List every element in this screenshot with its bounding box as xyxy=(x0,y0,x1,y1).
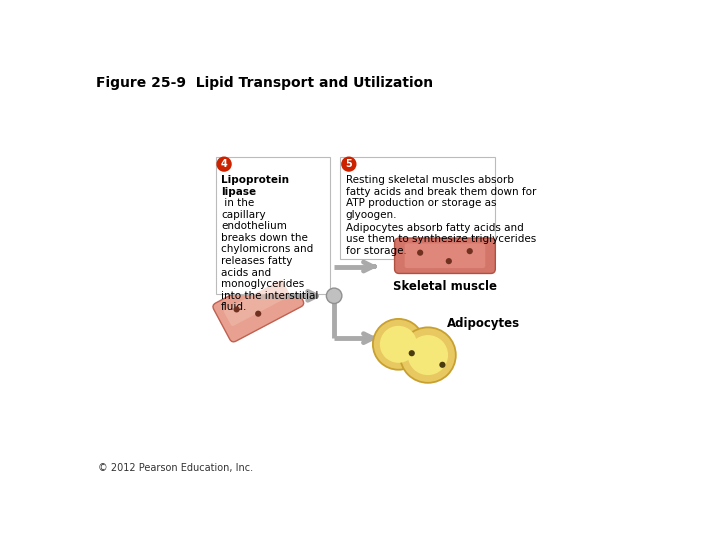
Circle shape xyxy=(446,258,452,264)
Text: Figure 25-9  Lipid Transport and Utilization: Figure 25-9 Lipid Transport and Utilizat… xyxy=(96,76,433,90)
Circle shape xyxy=(400,327,456,383)
Text: 4: 4 xyxy=(221,159,228,169)
FancyBboxPatch shape xyxy=(341,157,495,259)
Circle shape xyxy=(217,157,231,171)
FancyBboxPatch shape xyxy=(395,238,495,273)
Text: 5: 5 xyxy=(346,159,352,169)
Text: Lipoprotein
lipase: Lipoprotein lipase xyxy=(221,175,289,197)
FancyBboxPatch shape xyxy=(405,244,485,268)
Circle shape xyxy=(408,335,448,375)
Text: Resting skeletal muscles absorb
fatty acids and break them down for
ATP producti: Resting skeletal muscles absorb fatty ac… xyxy=(346,175,536,220)
Circle shape xyxy=(467,248,473,254)
Circle shape xyxy=(417,249,423,256)
Circle shape xyxy=(439,362,446,368)
FancyBboxPatch shape xyxy=(215,157,330,294)
Circle shape xyxy=(233,306,240,313)
Text: Adipocytes: Adipocytes xyxy=(446,316,520,329)
Circle shape xyxy=(326,288,342,303)
Circle shape xyxy=(409,350,415,356)
Text: in the
capillary
endothelium
breaks down the
chylomicrons and
releases fatty
aci: in the capillary endothelium breaks down… xyxy=(221,198,318,313)
Circle shape xyxy=(373,319,424,370)
FancyBboxPatch shape xyxy=(213,268,304,342)
Circle shape xyxy=(255,310,261,317)
Text: Skeletal muscle: Skeletal muscle xyxy=(393,280,497,293)
Circle shape xyxy=(380,326,417,363)
FancyBboxPatch shape xyxy=(224,280,290,326)
Circle shape xyxy=(342,157,356,171)
Text: Adipocytes absorb fatty acids and
use them to synthesize triglycerides
for stora: Adipocytes absorb fatty acids and use th… xyxy=(346,222,536,256)
Text: © 2012 Pearson Education, Inc.: © 2012 Pearson Education, Inc. xyxy=(98,463,253,473)
